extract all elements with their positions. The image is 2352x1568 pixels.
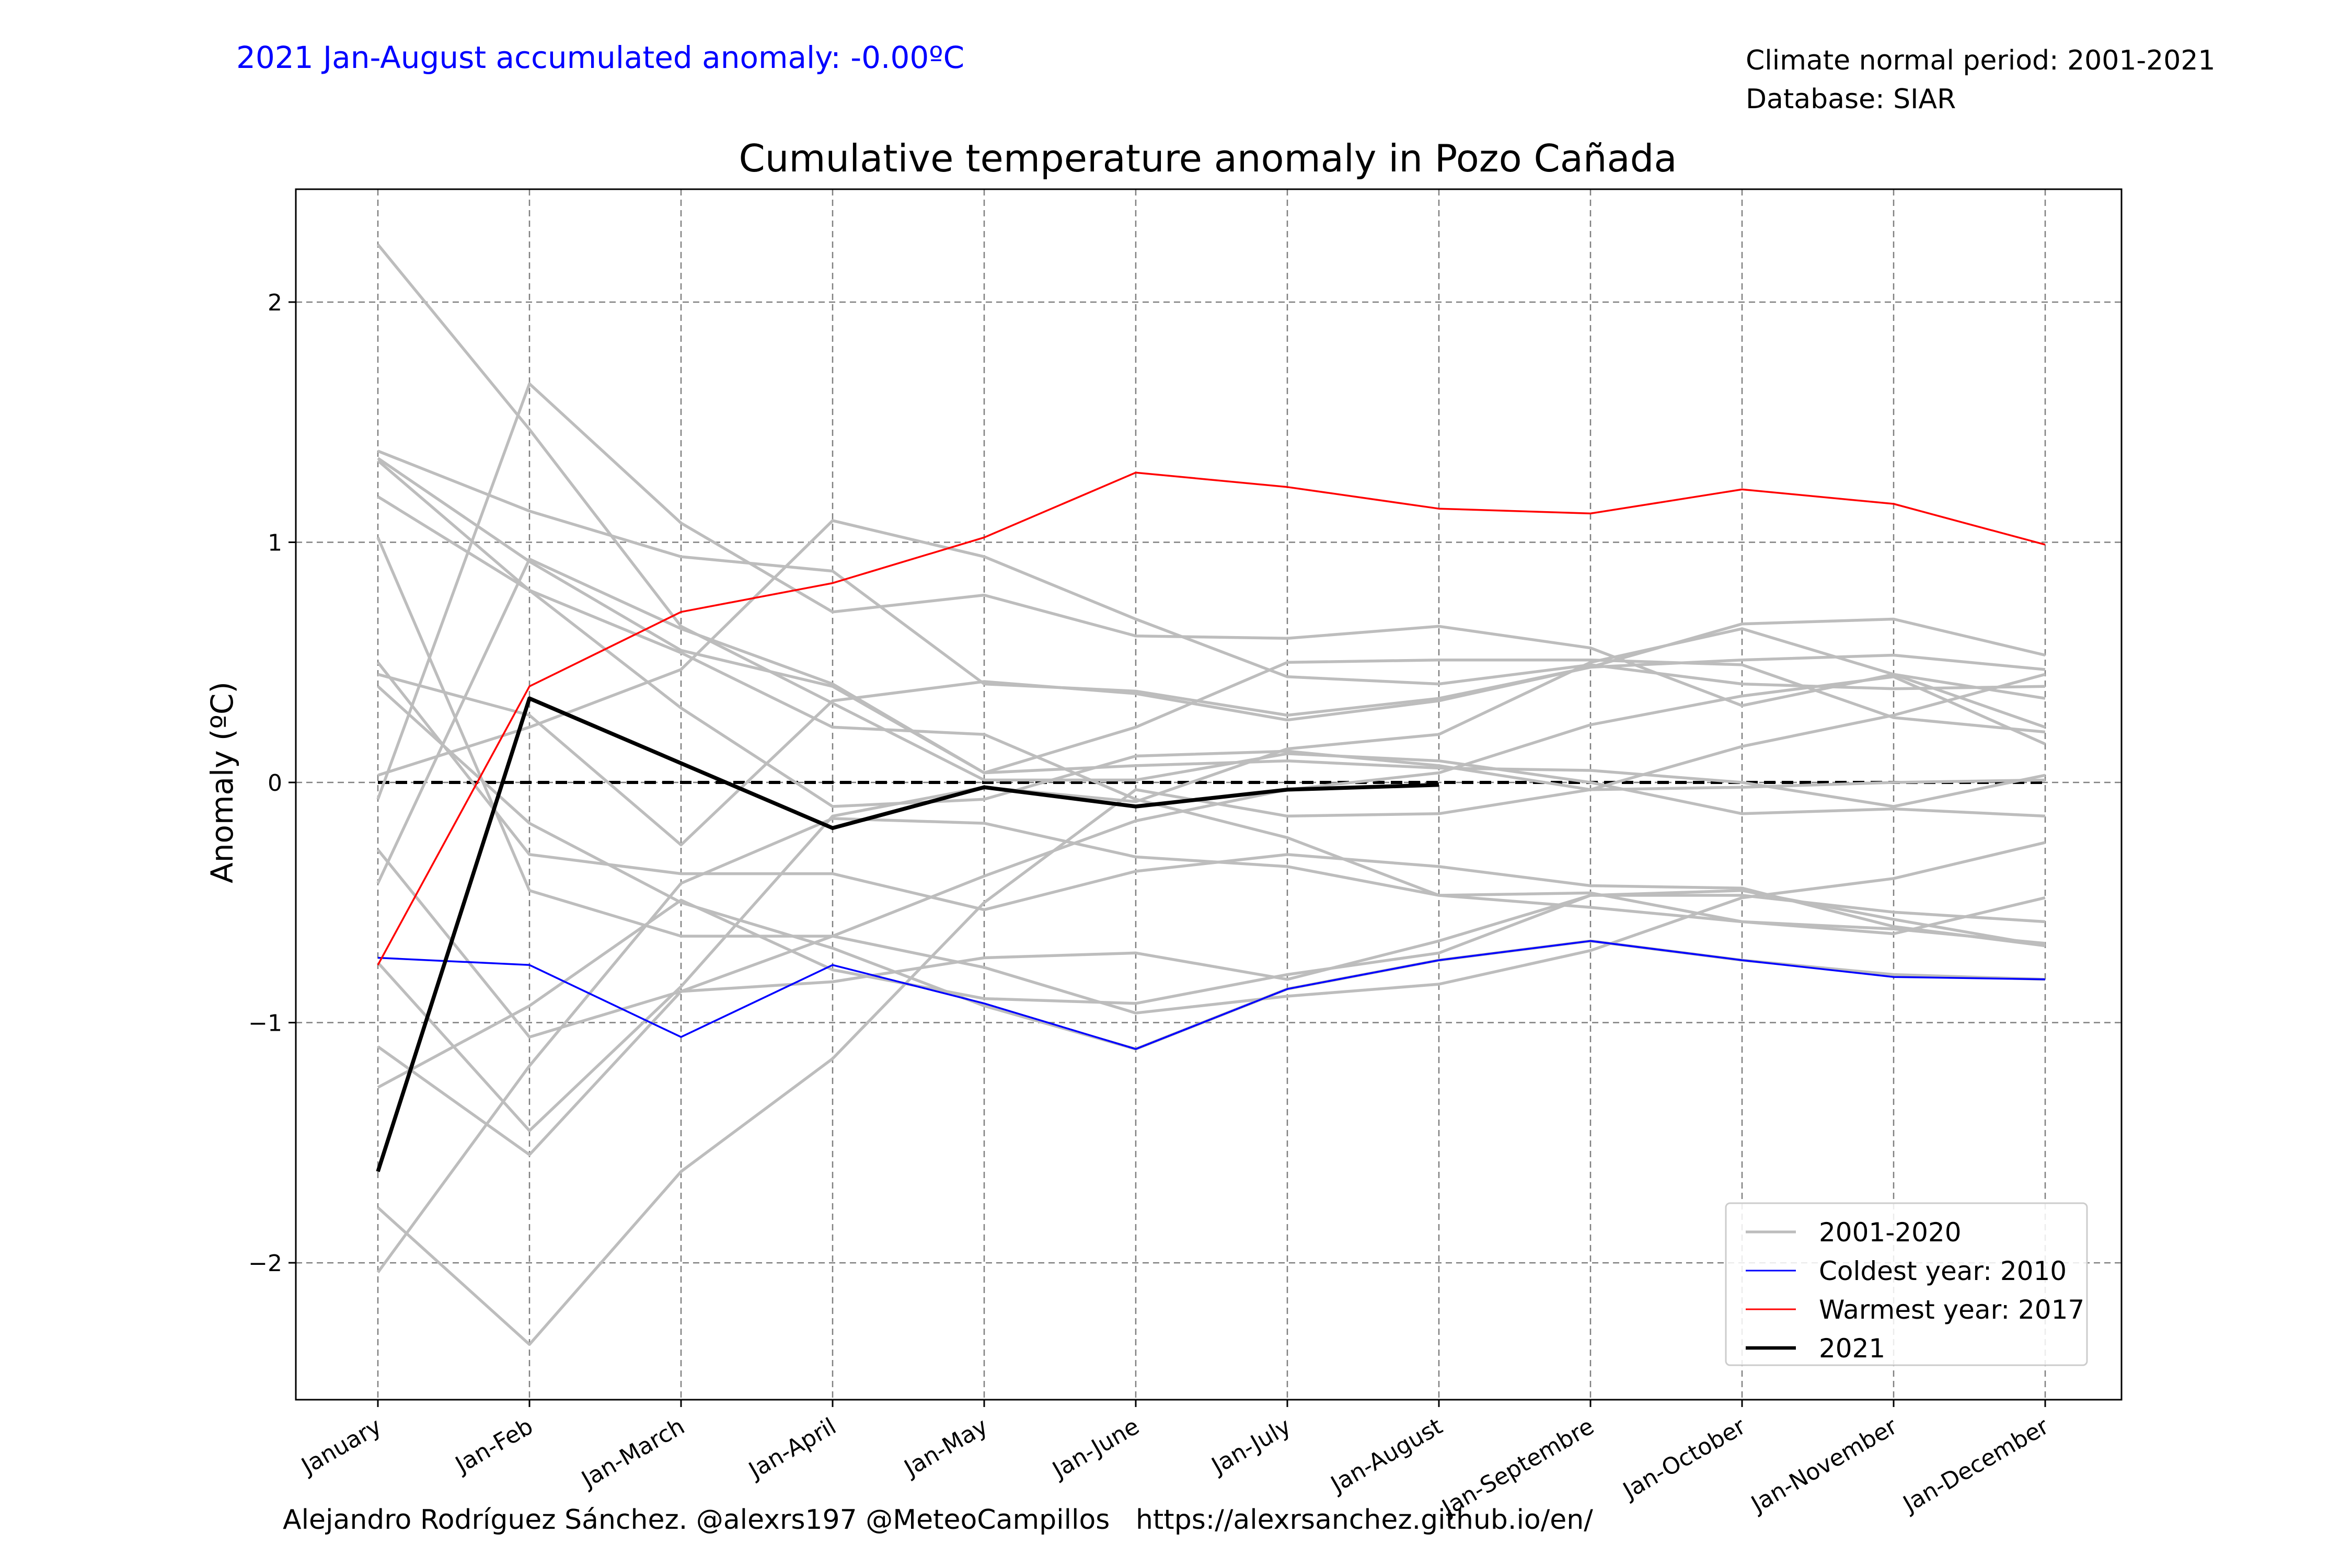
- database-text: Database: SIAR: [1746, 84, 1956, 115]
- coldest-year-line: [377, 940, 2046, 1050]
- y-axis-label: Anomaly (ºC): [204, 682, 240, 883]
- footer-credits: Alejandro Rodríguez Sánchez. @alexrs197 …: [283, 1504, 1593, 1536]
- historic-series-line: [377, 778, 2046, 1346]
- grid: [296, 189, 2122, 1400]
- legend-label: Warmest year: 2017: [1819, 1295, 2084, 1325]
- historic-series-line: [377, 449, 2046, 717]
- legend: 2001-2020 Coldest year: 2010 Warmest year:…: [1725, 1202, 2088, 1366]
- y-tick-label: −2: [248, 1250, 282, 1277]
- historic-series-line: [376, 675, 2046, 1039]
- historic-series-line: [377, 889, 2046, 1089]
- plot-frame: [295, 188, 2123, 1401]
- historic-series-line: [377, 894, 2046, 1157]
- climate-period-text: Climate normal period: 2001-2021: [1746, 45, 2216, 76]
- historic-series-line: [376, 817, 2046, 1274]
- legend-label: 2021: [1819, 1333, 1885, 1364]
- historic-series-line: [376, 382, 2046, 800]
- historic-series-line: [377, 495, 2046, 808]
- y-tick-label: 0: [268, 770, 282, 797]
- historic-series-line: [377, 617, 2046, 847]
- y-tick-label: 2: [268, 290, 282, 316]
- historic-series-line: [376, 627, 2046, 1133]
- accumulated-anomaly-text: 2021 Jan-August accumulated anomaly: -0.…: [236, 40, 964, 75]
- legend-box: [1725, 1202, 2088, 1366]
- historic-series-line: [376, 557, 2046, 884]
- y-tick-label: −1: [248, 1010, 282, 1037]
- legend-label: 2001-2020: [1819, 1217, 1962, 1248]
- series-layer: [376, 243, 2046, 1346]
- historic-series-line: [377, 519, 2046, 777]
- legend-label: Coldest year: 2010: [1819, 1256, 2067, 1286]
- current-year-line: [376, 696, 1439, 1172]
- y-tick-label: 1: [268, 530, 282, 557]
- historic-series-line: [376, 243, 2046, 818]
- warmest-year-line: [377, 471, 2046, 966]
- y-ticks: 2 1 0 −1 −2: [248, 290, 296, 1277]
- chart-title: Cumulative temperature anomaly in Pozo C…: [739, 136, 1677, 180]
